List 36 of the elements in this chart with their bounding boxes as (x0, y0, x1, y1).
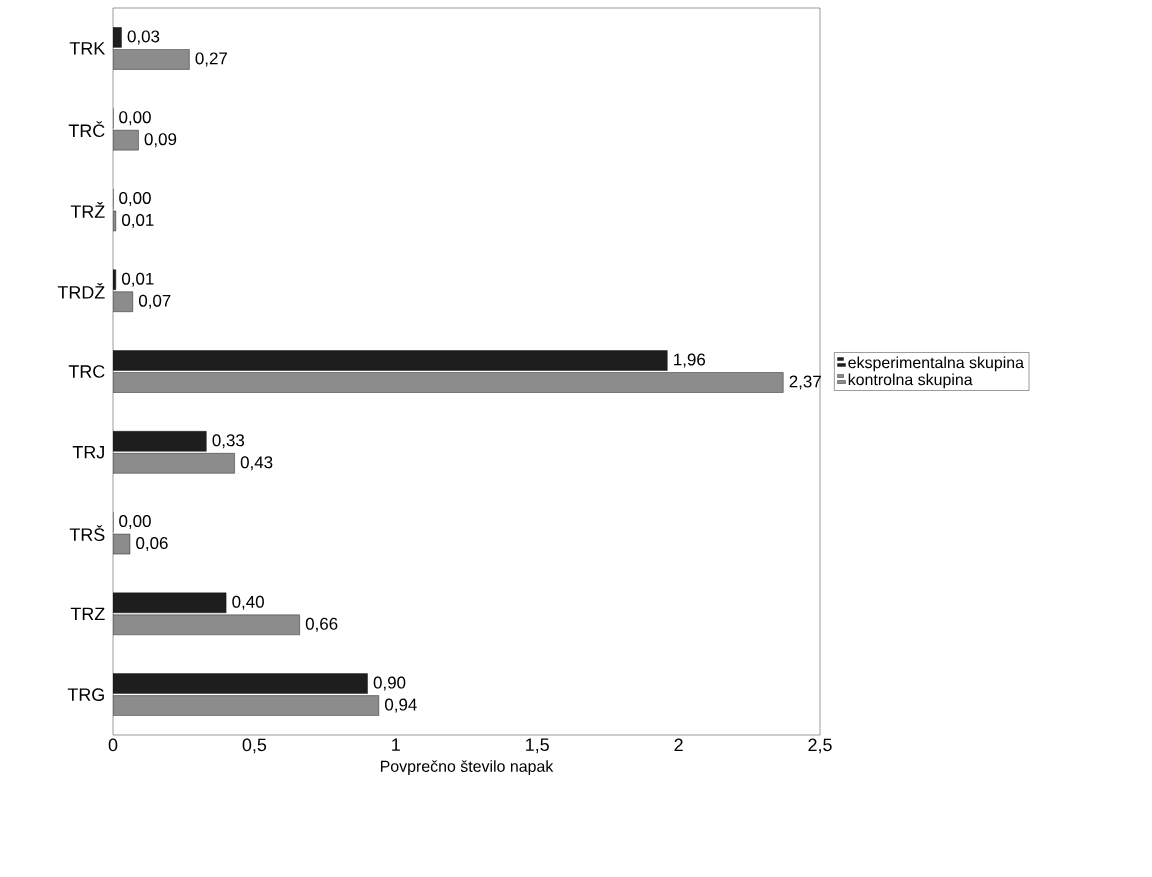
data-label: 0,00 (119, 191, 151, 206)
data-label: 0,09 (144, 133, 177, 148)
data-label: 0,43 (240, 456, 273, 471)
y-tick-label: TRŠ (69, 525, 105, 541)
data-label: 0,00 (119, 111, 151, 126)
x-tick-label: 1,5 (526, 738, 549, 754)
data-label: 0,07 (138, 294, 171, 309)
data-label: 0,40 (232, 595, 264, 610)
y-tick-label: TRZ (70, 607, 105, 621)
data-label: 1,96 (674, 353, 706, 368)
data-label: 0,66 (305, 617, 338, 632)
data-label: 0,27 (195, 52, 227, 67)
data-label: 0,94 (385, 698, 417, 713)
y-tick-label: TRŽ (70, 202, 105, 218)
x-tick-label: 2,5 (808, 738, 832, 754)
x-tick-label: 0,5 (242, 738, 267, 754)
data-label: 0,01 (122, 272, 154, 287)
y-tick-label: TRC (68, 365, 105, 378)
x-axis-title: Povprečno število napak (380, 760, 554, 776)
y-tick-label: TRG (67, 688, 104, 701)
y-tick-label: TRK (69, 42, 106, 55)
data-label: 2,37 (789, 375, 821, 390)
y-tick-label: TRDŽ (57, 282, 105, 299)
data-label: 0,00 (119, 515, 151, 530)
data-label: 0,33 (212, 434, 245, 449)
legend-label: kontrolna skupina (848, 373, 973, 389)
x-tick-label: 0 (108, 738, 118, 752)
data-label: 0,90 (373, 676, 406, 691)
data-label: 0,03 (127, 30, 160, 45)
x-tick-label: 2 (674, 738, 683, 752)
y-tick-label: TRČ (68, 121, 105, 138)
y-tick-label: TRJ (72, 446, 104, 459)
legend-label: eksperimentalna skupina (848, 356, 1024, 372)
data-label: 0,06 (136, 537, 168, 552)
data-label: 0,01 (122, 213, 154, 228)
x-tick-label: 1 (392, 738, 400, 751)
